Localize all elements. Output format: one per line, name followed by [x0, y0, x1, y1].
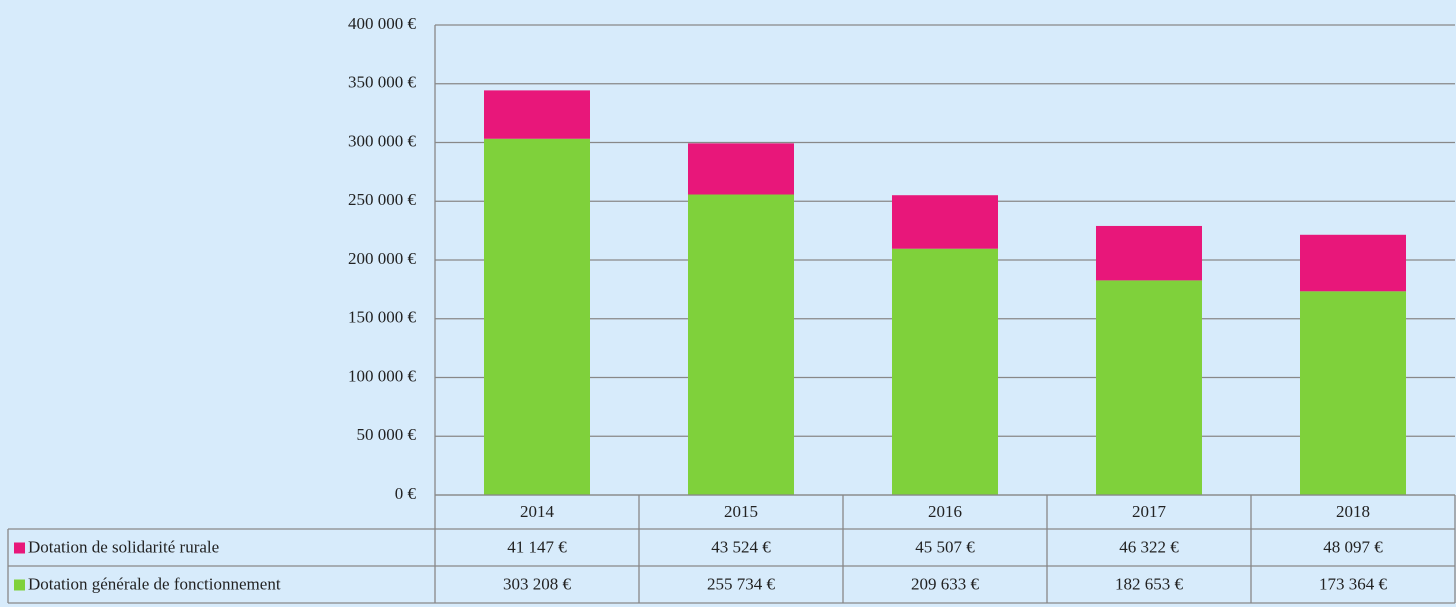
bar [1300, 291, 1406, 495]
bar [1096, 280, 1202, 495]
y-tick-label: 200 000 € [348, 249, 417, 268]
bar [484, 138, 590, 496]
y-tick-label: 400 000 € [348, 14, 417, 33]
bar [688, 194, 794, 495]
bar [484, 90, 590, 139]
table-value: 45 507 € [915, 537, 975, 556]
y-tick-label: 350 000 € [348, 73, 417, 92]
y-tick-label: 250 000 € [348, 190, 417, 209]
x-tick-label: 2014 [520, 502, 555, 521]
bar [1300, 234, 1406, 292]
x-tick-label: 2015 [724, 502, 758, 521]
legend-label: Dotation de solidarité rurale [28, 537, 219, 556]
x-tick-label: 2018 [1336, 502, 1370, 521]
y-tick-label: 300 000 € [348, 131, 417, 150]
table-value: 41 147 € [507, 537, 567, 556]
legend-swatch [14, 579, 25, 591]
table-value: 48 097 € [1323, 537, 1383, 556]
table-value: 182 653 € [1115, 574, 1184, 593]
bar [892, 195, 998, 249]
x-tick-label: 2017 [1132, 502, 1167, 521]
bar [1096, 225, 1202, 281]
table-value: 303 208 € [503, 574, 572, 593]
y-tick-label: 100 000 € [348, 366, 417, 385]
table-value: 255 734 € [707, 574, 776, 593]
x-tick-label: 2016 [928, 502, 962, 521]
y-tick-label: 50 000 € [357, 425, 417, 444]
y-tick-label: 0 € [395, 484, 417, 503]
table-value: 209 633 € [911, 574, 980, 593]
legend-label: Dotation générale de fonctionnement [28, 574, 281, 593]
table-value: 46 322 € [1119, 537, 1179, 556]
y-tick-label: 150 000 € [348, 308, 417, 327]
legend-swatch [14, 542, 25, 554]
bar [688, 143, 794, 195]
table-value: 173 364 € [1319, 574, 1388, 593]
table-value: 43 524 € [711, 537, 771, 556]
bar [892, 248, 998, 495]
